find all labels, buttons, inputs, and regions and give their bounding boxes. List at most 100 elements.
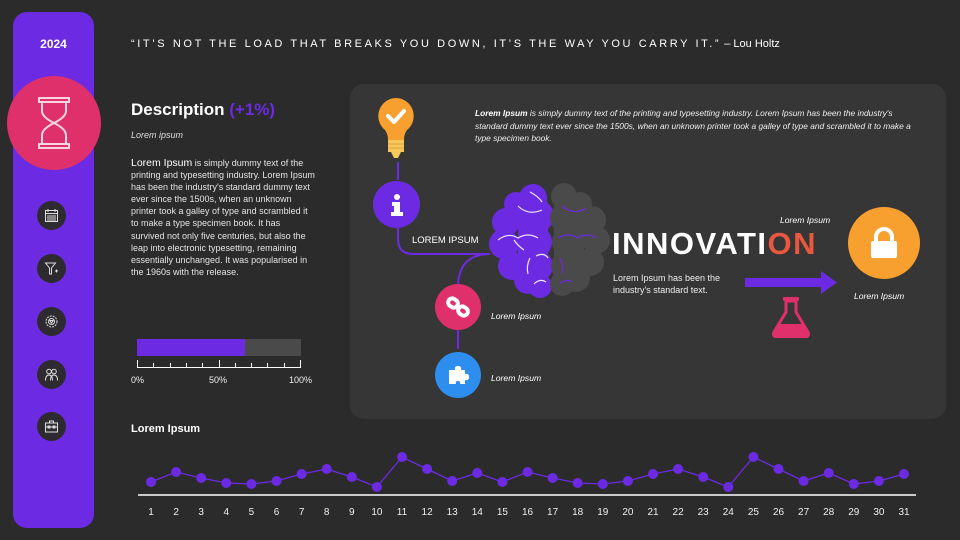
x-tick-label: 2 bbox=[173, 507, 179, 518]
scale-tick bbox=[234, 363, 236, 367]
scale-tick bbox=[202, 363, 204, 367]
innovation-description: Lorem Ipsum has been the industry's stan… bbox=[613, 273, 721, 295]
chart-point bbox=[296, 469, 307, 479]
x-tick-label: 17 bbox=[547, 507, 559, 518]
filter-icon bbox=[44, 262, 58, 275]
x-tick-label: 7 bbox=[299, 507, 305, 518]
scale-tick bbox=[283, 363, 285, 367]
scale-label-50: 50% bbox=[209, 375, 228, 385]
chart-point bbox=[371, 482, 382, 492]
year-label: 2024 bbox=[40, 37, 67, 51]
chart-title: Lorem Ipsum bbox=[131, 423, 201, 435]
lock-top-label: Lorem Ipsum bbox=[780, 215, 831, 225]
x-tick-label: 16 bbox=[522, 507, 534, 518]
lock-bottom-label: Lorem Ipsum bbox=[854, 291, 905, 301]
chart-point bbox=[673, 464, 684, 474]
scale-tick bbox=[218, 360, 220, 367]
progress-fill bbox=[137, 339, 246, 356]
description-change: (+1%) bbox=[229, 100, 276, 119]
x-tick-label: 20 bbox=[622, 507, 634, 518]
innovation-main: INNOVATI bbox=[612, 226, 768, 261]
x-tick-label: 6 bbox=[274, 507, 280, 518]
sidebar-item-settings[interactable] bbox=[37, 307, 66, 336]
line-chart: 1 2 3 4 5 6 7 8 9 10 11 12 13 14 15 16 17 18 19 20 21 22 23 24 2… bbox=[138, 452, 916, 518]
progress-bar bbox=[137, 339, 301, 356]
x-tick-label: 18 bbox=[572, 507, 584, 518]
x-tick-label: 5 bbox=[249, 507, 255, 518]
scale-label-0: 0% bbox=[131, 375, 145, 385]
hourglass-badge bbox=[7, 76, 101, 170]
x-tick-label: 28 bbox=[823, 507, 835, 518]
info-icon bbox=[390, 193, 403, 216]
chart-point bbox=[271, 476, 282, 486]
x-tick-label: 8 bbox=[324, 507, 330, 518]
x-tick-label: 14 bbox=[472, 507, 484, 518]
x-tick-label: 25 bbox=[748, 507, 760, 518]
x-tick-label: 9 bbox=[349, 507, 355, 518]
x-tick-label: 24 bbox=[723, 507, 735, 518]
info-label: LOREM IPSUM bbox=[412, 235, 479, 246]
link-label: Lorem Ipsum bbox=[491, 311, 542, 321]
chart-point bbox=[196, 473, 207, 483]
chart-point bbox=[221, 478, 232, 488]
hourglass-icon bbox=[38, 97, 70, 149]
scale-tick bbox=[300, 360, 301, 367]
scale-tick bbox=[267, 363, 269, 367]
chart-point bbox=[321, 464, 332, 474]
x-tick-label: 12 bbox=[422, 507, 434, 518]
chart-point bbox=[622, 476, 633, 486]
calendar-icon bbox=[45, 209, 58, 222]
description-title: Description (+1%) bbox=[131, 100, 275, 120]
x-tick-label: 21 bbox=[647, 507, 659, 518]
x-tick-label: 23 bbox=[698, 507, 710, 518]
x-tick-label: 31 bbox=[898, 507, 910, 518]
chart-point bbox=[497, 477, 508, 487]
scale-tick bbox=[169, 363, 171, 367]
flask-icon bbox=[772, 297, 810, 338]
chart-point bbox=[748, 452, 759, 462]
scale-tick bbox=[251, 363, 253, 367]
innovation-accent: ON bbox=[767, 226, 818, 261]
x-tick-label: 1 bbox=[148, 507, 154, 518]
innovation-title: INNOVATION bbox=[612, 226, 817, 262]
scale-tick bbox=[153, 363, 155, 367]
sidebar-item-calendar[interactable] bbox=[37, 201, 66, 230]
chart-point bbox=[723, 482, 734, 492]
chart-point bbox=[146, 477, 156, 487]
team-icon bbox=[45, 368, 58, 381]
scale-tick bbox=[185, 363, 187, 367]
x-tick-label: 26 bbox=[773, 507, 785, 518]
brain-icon bbox=[489, 183, 610, 298]
link-node bbox=[435, 284, 481, 330]
chart-point bbox=[698, 472, 709, 482]
chart-point bbox=[899, 469, 909, 479]
description-body: Lorem Ipsum is simply dummy text of the … bbox=[131, 157, 316, 278]
sidebar-item-team[interactable] bbox=[37, 360, 66, 389]
puzzle-node bbox=[435, 352, 481, 398]
sidebar-item-filter[interactable] bbox=[37, 254, 66, 283]
sidebar: 2024 bbox=[7, 12, 101, 528]
puzzle-label: Lorem Ipsum bbox=[491, 373, 542, 383]
chart-point bbox=[648, 469, 658, 479]
sidebar-item-briefcase[interactable] bbox=[37, 412, 66, 441]
briefcase-icon bbox=[45, 420, 58, 433]
chart-point bbox=[246, 479, 257, 489]
chart-point bbox=[397, 452, 407, 462]
info-node bbox=[373, 181, 420, 228]
chart-point bbox=[823, 468, 834, 478]
chart-point bbox=[422, 464, 433, 474]
chart-point bbox=[773, 464, 784, 474]
scale-label-100: 100% bbox=[289, 375, 313, 385]
lightbulb-check-icon bbox=[378, 98, 414, 158]
panel-description-text: is simply dummy text of the printing and… bbox=[475, 108, 911, 143]
chart-point bbox=[447, 476, 458, 486]
description-heading: Description bbox=[131, 100, 225, 119]
chart-point bbox=[171, 467, 182, 477]
panel-description-lead: Lorem Ipsum bbox=[475, 108, 528, 118]
x-tick-label: 13 bbox=[447, 507, 459, 518]
chart-point bbox=[472, 468, 483, 478]
chart-point bbox=[346, 472, 357, 482]
link-icon bbox=[446, 296, 470, 318]
description-body-lead: Lorem Ipsum bbox=[131, 157, 193, 169]
chart-point bbox=[522, 467, 533, 477]
